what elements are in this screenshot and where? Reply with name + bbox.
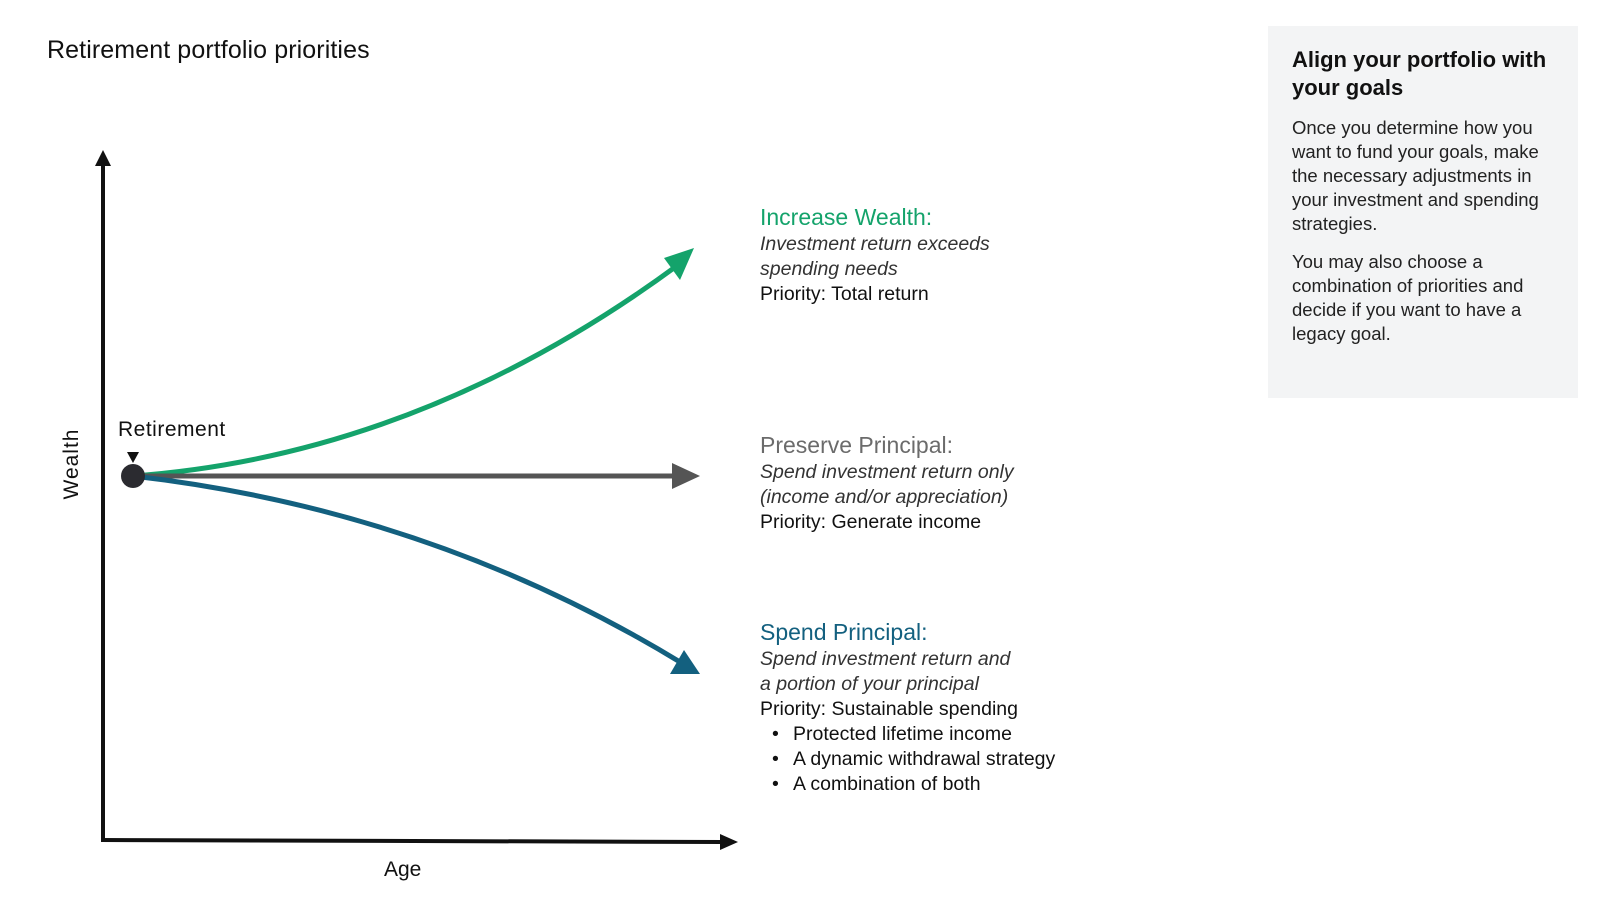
increase-wealth-priority: Priority: Total return: [760, 282, 990, 307]
preserve-principal-block: Preserve Principal: Spend investment ret…: [760, 430, 1014, 535]
spend-principal-desc-2: a portion of your principal: [760, 672, 1055, 697]
y-axis-label: Wealth: [60, 424, 84, 504]
spend-principal-options: Protected lifetime income A dynamic with…: [760, 722, 1055, 797]
retirement-marker-arrow: [127, 452, 139, 463]
x-axis-arrowhead: [720, 834, 738, 850]
spend-principal-priority: Priority: Sustainable spending: [760, 697, 1055, 722]
x-axis: [101, 840, 722, 842]
increase-wealth-arrowhead: [664, 248, 694, 280]
spend-principal-heading: Spend Principal:: [760, 617, 1055, 647]
x-axis-label: Age: [384, 858, 421, 882]
preserve-principal-heading: Preserve Principal:: [760, 430, 1014, 460]
increase-wealth-curve: [133, 265, 678, 476]
preserve-principal-desc-1: Spend investment return only: [760, 460, 1014, 485]
retirement-label: Retirement: [118, 418, 226, 442]
increase-wealth-desc-1: Investment return exceeds: [760, 232, 990, 257]
preserve-principal-priority: Priority: Generate income: [760, 510, 1014, 535]
spend-principal-block: Spend Principal: Spend investment return…: [760, 617, 1055, 797]
goals-panel: Align your portfolio with your goals Onc…: [1268, 26, 1578, 398]
y-axis-arrowhead: [95, 150, 111, 166]
panel-paragraph-1: Once you determine how you want to fund …: [1292, 116, 1554, 236]
increase-wealth-desc-2: spending needs: [760, 257, 990, 282]
increase-wealth-block: Increase Wealth: Investment return excee…: [760, 202, 990, 307]
preserve-principal-arrowhead: [672, 463, 700, 489]
option-item: A combination of both: [772, 772, 1055, 797]
retirement-point: [121, 464, 145, 488]
option-item: Protected lifetime income: [772, 722, 1055, 747]
preserve-principal-desc-2: (income and/or appreciation): [760, 485, 1014, 510]
increase-wealth-heading: Increase Wealth:: [760, 202, 990, 232]
spend-principal-arrowhead: [670, 650, 700, 674]
spend-principal-curve: [133, 476, 680, 662]
panel-paragraph-2: You may also choose a combination of pri…: [1292, 250, 1554, 346]
spend-principal-desc-1: Spend investment return and: [760, 647, 1055, 672]
option-item: A dynamic withdrawal strategy: [772, 747, 1055, 772]
panel-title: Align your portfolio with your goals: [1292, 46, 1554, 102]
